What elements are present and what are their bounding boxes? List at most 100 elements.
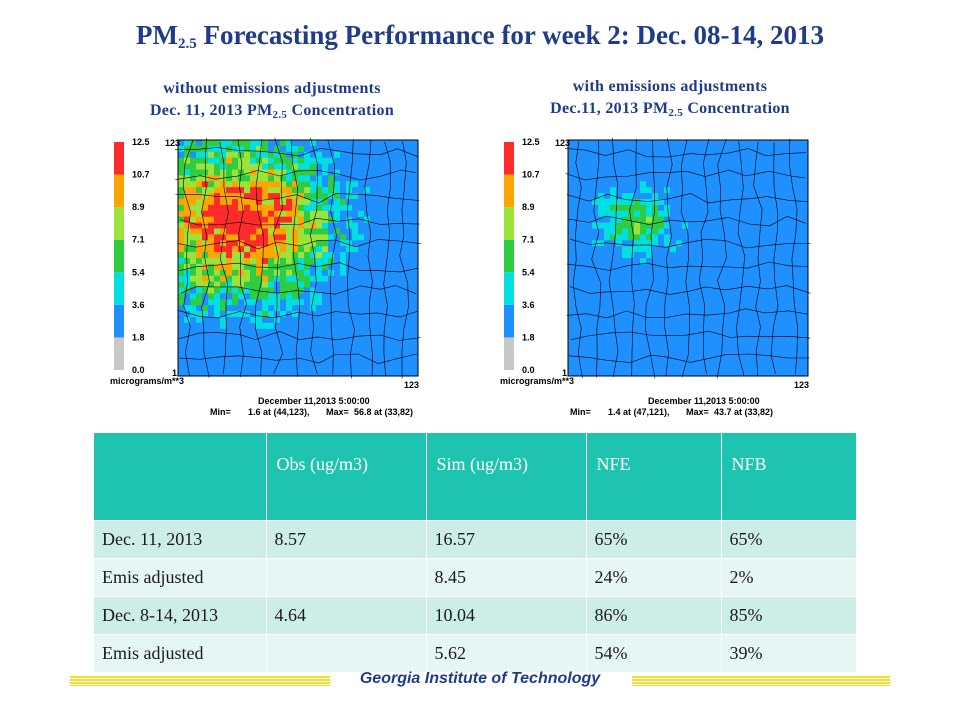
heatmap-cell xyxy=(334,322,341,330)
heatmap-cell xyxy=(208,352,215,359)
heatmap-cell xyxy=(676,216,683,223)
heatmap-cell xyxy=(388,281,395,288)
heatmap-cell xyxy=(292,228,299,235)
heatmap-cell xyxy=(790,293,797,300)
heatmap-cell xyxy=(280,281,287,288)
heatmap-cell xyxy=(220,187,227,194)
heatmap-cell xyxy=(190,364,197,371)
heatmap-cell xyxy=(376,228,383,235)
heatmap-cell xyxy=(718,370,725,377)
heatmap-cell xyxy=(760,328,767,335)
heatmap-cell xyxy=(298,145,305,153)
heatmap-cell xyxy=(370,210,377,217)
heatmap-cell xyxy=(802,193,809,200)
heatmap-cell xyxy=(208,364,215,371)
heatmap-cell xyxy=(286,346,293,353)
heatmap-cell xyxy=(766,246,773,253)
heatmap-cell xyxy=(202,175,209,182)
heatmap-cell xyxy=(676,187,683,194)
heatmap-cell xyxy=(574,305,581,312)
heatmap-cell xyxy=(274,358,281,365)
heatmap-cell xyxy=(790,199,797,206)
heatmap-cell xyxy=(274,340,281,347)
heatmap-cell xyxy=(598,216,605,223)
heatmap-cell xyxy=(652,322,659,330)
heatmap-cell xyxy=(268,210,275,217)
heatmap-cell xyxy=(370,370,377,377)
heatmap-cell xyxy=(346,204,353,212)
heatmap-cell xyxy=(598,299,605,306)
heatmap-cell xyxy=(706,163,713,170)
heatmap-cell xyxy=(226,157,233,164)
heatmap-cell xyxy=(352,293,359,300)
heatmap-cell xyxy=(250,234,257,241)
heatmap-cell xyxy=(724,145,731,153)
heatmap-cell xyxy=(706,346,713,353)
heatmap-cell xyxy=(370,299,377,306)
heatmap-cell xyxy=(202,204,209,212)
heatmap-cell xyxy=(772,269,779,276)
heatmap-cell xyxy=(292,281,299,288)
heatmap-cell xyxy=(394,322,401,330)
heatmap-cell xyxy=(616,157,623,164)
heatmap-cell xyxy=(400,187,407,194)
heatmap-cell xyxy=(658,240,665,247)
heatmap-cell xyxy=(766,334,773,341)
heatmap-cell xyxy=(622,193,629,200)
heatmap-cell xyxy=(202,187,209,194)
heatmap-cell xyxy=(250,151,257,158)
heatmap-cell xyxy=(604,311,611,318)
heatmap-cell xyxy=(190,187,197,194)
heatmap-cell xyxy=(268,163,275,170)
heatmap-cell xyxy=(178,169,185,176)
heatmap-cell xyxy=(664,140,671,147)
heatmap-cell xyxy=(724,157,731,164)
heatmap-cell xyxy=(232,169,239,176)
heatmap-cell xyxy=(646,175,653,182)
heatmap-cell xyxy=(664,157,671,164)
heatmap-cell xyxy=(748,275,755,282)
heatmap-cell xyxy=(658,305,665,312)
heatmap-cell xyxy=(286,140,293,147)
heatmap-cell xyxy=(658,263,665,271)
heatmap-cell xyxy=(298,269,305,276)
heatmap-cell xyxy=(226,358,233,365)
heatmap-cell xyxy=(274,216,281,223)
heatmap-cell xyxy=(742,305,749,312)
heatmap-cell xyxy=(298,163,305,170)
heatmap-cell xyxy=(286,181,293,188)
heatmap-cell xyxy=(664,317,671,324)
heatmap-cell xyxy=(688,305,695,312)
colorbar-tick-label: 7.1 xyxy=(522,235,535,245)
heatmap-cell xyxy=(628,281,635,288)
heatmap-cell xyxy=(262,281,269,288)
heatmap-cell xyxy=(580,157,587,164)
heatmap-cell xyxy=(724,281,731,288)
heatmap-cell xyxy=(682,169,689,176)
heatmap-cell xyxy=(406,281,413,288)
heatmap-cell xyxy=(766,240,773,247)
heatmap-cell xyxy=(304,199,311,206)
heatmap-cell xyxy=(298,246,305,253)
heatmap-cell xyxy=(766,169,773,176)
heatmap-cell xyxy=(310,222,317,229)
heatmap-cell xyxy=(178,305,185,312)
heatmap-cell xyxy=(718,234,725,241)
heatmap-cell xyxy=(196,334,203,341)
colorbar-tick-label: 10.7 xyxy=(132,170,150,180)
heatmap-cell xyxy=(592,252,599,259)
heatmap-cell xyxy=(406,358,413,365)
heatmap-cell xyxy=(634,210,641,217)
heatmap-cell xyxy=(322,352,329,359)
heatmap-cell xyxy=(628,169,635,176)
heatmap-cell xyxy=(622,346,629,353)
heatmap-cell xyxy=(400,246,407,253)
heatmap-cell xyxy=(748,269,755,276)
heatmap-cell xyxy=(232,352,239,359)
heatmap-cell xyxy=(796,352,803,359)
heatmap-cell xyxy=(640,358,647,365)
heatmap-cell xyxy=(238,252,245,259)
heatmap-cell xyxy=(646,269,653,276)
heatmap-cell xyxy=(214,317,221,324)
heatmap-cell xyxy=(352,305,359,312)
